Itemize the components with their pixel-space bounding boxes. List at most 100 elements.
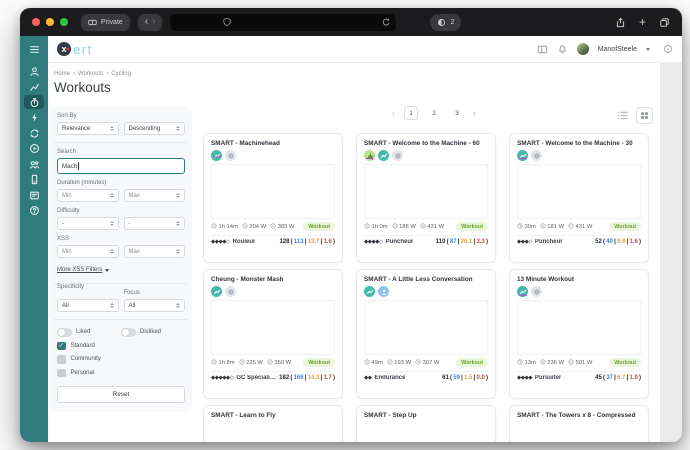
- workout-card[interactable]: Cheung - Monster Mash 1h 8m 225 W 350 W …: [203, 269, 343, 399]
- gear-badge-icon[interactable]: [225, 286, 236, 297]
- chart-badge-icon[interactable]: [211, 286, 222, 297]
- menu-icon: [29, 45, 39, 53]
- grid-view-button[interactable]: [636, 107, 653, 124]
- checkbox-standard[interactable]: ✓: [57, 341, 66, 350]
- username[interactable]: ManofSteele: [597, 45, 637, 53]
- extension-shield-icon[interactable]: [222, 17, 232, 27]
- workout-badges: [517, 150, 641, 161]
- gear-badge-icon[interactable]: [531, 150, 542, 161]
- community-icon: [29, 160, 39, 169]
- avatar[interactable]: [576, 43, 589, 55]
- breadcrumb-item[interactable]: Home: [54, 71, 71, 77]
- checkbox-community[interactable]: [57, 355, 66, 364]
- chart-badge-icon[interactable]: [211, 150, 222, 161]
- help-icon: [29, 206, 39, 215]
- page-3-button[interactable]: 3: [455, 109, 459, 117]
- sidebar-item-progress[interactable]: [24, 80, 44, 94]
- workout-card[interactable]: SMART - Machinehead 1h 14m 204 W 383 W W…: [203, 133, 343, 263]
- chart-badge-icon[interactable]: [364, 286, 375, 297]
- xss-rating: 182 ( 166 | 14.3 | 1.7 ): [279, 375, 335, 381]
- focus-select[interactable]: All: [123, 299, 185, 312]
- duration-min-input[interactable]: Min: [57, 189, 119, 202]
- sidebar-item-community[interactable]: [24, 157, 44, 171]
- sidebar-item-menu[interactable]: [24, 42, 44, 56]
- chart-badge-icon[interactable]: [517, 286, 528, 297]
- target-icon[interactable]: [663, 44, 673, 54]
- disliked-toggle[interactable]: [121, 328, 136, 337]
- sidebar-item-profile[interactable]: [24, 64, 44, 78]
- chart-badge-icon[interactable]: [378, 150, 389, 161]
- workout-card[interactable]: SMART - Welcome to the Machine - 60 1h 0…: [356, 133, 496, 263]
- close-icon[interactable]: [32, 18, 40, 26]
- sort-field-select[interactable]: Relevance: [57, 122, 119, 135]
- share-icon[interactable]: [615, 17, 626, 28]
- scrollbar-track[interactable]: [660, 63, 682, 442]
- chevron-down-icon[interactable]: [646, 47, 650, 51]
- difficulty-max-select[interactable]: -: [123, 217, 185, 230]
- breadcrumb-item[interactable]: Workouts: [78, 71, 104, 77]
- avg-power-stat: 193 W: [387, 358, 411, 367]
- xss-max-input[interactable]: Max: [123, 245, 185, 258]
- dashboard-icon[interactable]: [537, 44, 548, 55]
- workout-title: SMART - Welcome to the Machine - 30: [517, 140, 633, 147]
- checkbox-personal[interactable]: [57, 368, 66, 377]
- page-2-button[interactable]: 2: [432, 109, 436, 117]
- workout-card[interactable]: SMART - Welcome to the Machine - 30 30m …: [509, 133, 649, 263]
- tab-overview-icon[interactable]: [659, 17, 670, 28]
- gear-badge-icon[interactable]: [225, 150, 236, 161]
- sidebar-item-news[interactable]: [24, 188, 44, 202]
- sidebar-item-play[interactable]: [24, 142, 44, 156]
- checkbox-row-personal[interactable]: Personal: [57, 368, 185, 377]
- workout-card-partial[interactable]: SMART - Learn to Fly: [203, 405, 343, 442]
- breadcrumb[interactable]: Home › Workouts › Cycling: [54, 71, 131, 77]
- more-xss-filters-link[interactable]: More XSS Filters: [57, 267, 110, 273]
- next-page-button[interactable]: ›: [473, 108, 476, 118]
- sidebar-item-sync[interactable]: [24, 126, 44, 140]
- page-1-button[interactable]: 1: [404, 106, 418, 120]
- titlebar-actions: +: [615, 16, 670, 28]
- minimize-icon[interactable]: [46, 18, 54, 26]
- sidebar-item-help[interactable]: [24, 204, 44, 218]
- new-tab-icon[interactable]: +: [638, 15, 646, 29]
- gear-badge-icon[interactable]: [531, 286, 542, 297]
- bell-icon[interactable]: [557, 44, 568, 55]
- workout-card-partial[interactable]: SMART - The Towers x 8 - Compressed: [509, 405, 649, 442]
- reset-button[interactable]: Reset: [57, 386, 185, 403]
- workout-card[interactable]: 13 Minute Workout 13m 236 W 501 W Workou…: [509, 269, 649, 399]
- user-badge-icon[interactable]: [378, 286, 389, 297]
- checkbox-row-community[interactable]: Community: [57, 355, 185, 364]
- reload-icon[interactable]: [381, 17, 391, 27]
- tab-count-badge[interactable]: 2: [430, 13, 462, 31]
- checkbox-row-standard[interactable]: ✓ Standard: [57, 341, 95, 350]
- liked-toggle[interactable]: [57, 328, 72, 337]
- workout-card-partial[interactable]: SMART - Step Up: [356, 405, 496, 442]
- thumb-badge-icon[interactable]: [364, 150, 375, 161]
- zoom-icon[interactable]: [60, 18, 68, 26]
- list-view-icon[interactable]: [616, 109, 629, 122]
- app-sidebar: [20, 36, 48, 442]
- xss-min-input[interactable]: Min: [57, 245, 119, 258]
- sidebar-item-activities[interactable]: [24, 111, 44, 125]
- workout-title: SMART - The Towers x 8 - Compressed: [517, 412, 636, 419]
- peak-power-stat: 501 W: [568, 358, 592, 367]
- back-button[interactable]: ‹: [144, 16, 149, 27]
- focus-type: Endurance: [374, 375, 406, 381]
- sort-direction-select[interactable]: Descending: [123, 122, 185, 135]
- workout-footer: ◆◆◆◆◇ Puncheur 110 ( 87 | 20.1 | 3.3 ): [364, 235, 488, 245]
- workout-card[interactable]: SMART - A Little Less Conversation 49m 1…: [356, 269, 496, 399]
- prev-page-button[interactable]: ‹: [392, 108, 395, 118]
- address-bar[interactable]: [170, 13, 397, 31]
- xert-logo[interactable]: x ert: [57, 42, 93, 57]
- workout-chart: [364, 164, 488, 219]
- gear-badge-icon[interactable]: [392, 150, 403, 161]
- search-input[interactable]: Mach: [57, 158, 185, 174]
- duration-max-input[interactable]: Max: [123, 189, 185, 202]
- difficulty-min-select[interactable]: -: [57, 217, 119, 230]
- sidebar-item-workouts[interactable]: [24, 95, 44, 109]
- breadcrumb-item[interactable]: Cycling: [111, 71, 131, 77]
- sidebar-item-mobile[interactable]: [24, 173, 44, 187]
- workout-title: SMART - Machinehead: [211, 140, 280, 147]
- chart-badge-icon[interactable]: [517, 150, 528, 161]
- forward-button[interactable]: ›: [152, 16, 156, 27]
- specificity-select[interactable]: All: [57, 299, 119, 312]
